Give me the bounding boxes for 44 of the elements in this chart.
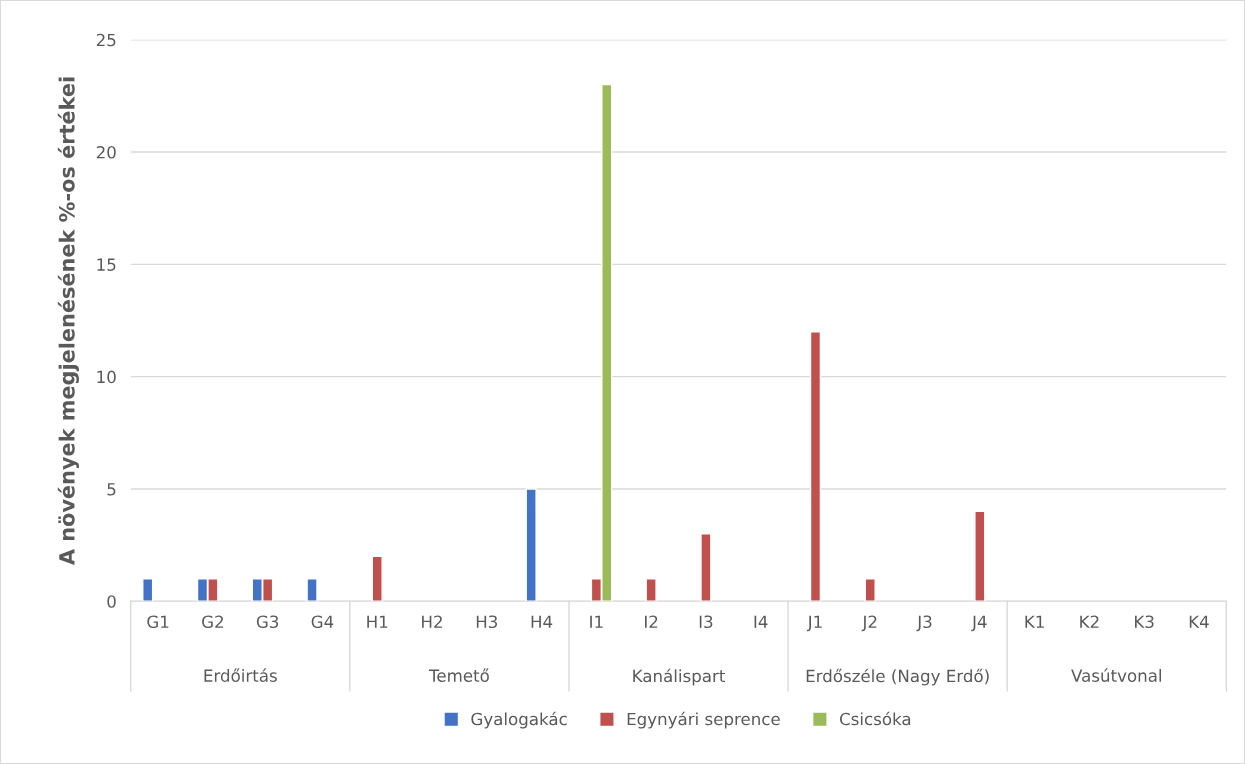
x-tick-label: J1 <box>806 615 822 632</box>
x-tick-label: I4 <box>754 615 768 628</box>
x-tick-label: G1 <box>147 615 169 629</box>
y-axis-title: A növények megjelenésének %-os értékei <box>57 77 79 566</box>
bar <box>525 488 537 602</box>
bar <box>306 578 318 602</box>
bar <box>974 510 986 602</box>
bar <box>142 578 154 602</box>
x-tick-label: J4 <box>971 615 987 632</box>
x-tick-label: H3 <box>476 615 498 629</box>
bar <box>700 533 712 602</box>
x-tick-label: G2 <box>202 615 223 629</box>
x-tick-label: H1 <box>367 615 388 628</box>
x-tick-label: K2 <box>1080 615 1099 628</box>
y-tick-label: 5 <box>107 483 116 496</box>
bar <box>645 578 657 602</box>
x-tick-label: I3 <box>699 615 713 629</box>
y-tick-label: 20 <box>96 146 116 159</box>
text: Vasútvonal <box>1071 668 1161 682</box>
x-tick-label: K3 <box>1135 615 1154 629</box>
y-tick-label: 10 <box>97 370 116 384</box>
bar <box>371 555 383 602</box>
text: Erdőirtás <box>204 668 277 682</box>
x-tick-label: H4 <box>531 615 553 628</box>
x-tick-label: K4 <box>1189 615 1209 628</box>
legend-label: Csicsóka <box>840 711 911 726</box>
legend-label: Egynyári seprence <box>627 711 780 729</box>
x-tick-label: I1 <box>590 615 603 628</box>
text: Kanálispart <box>633 668 725 686</box>
legend-label: Gyalogakác <box>471 711 567 729</box>
text: Erdőszéle (Nagy Erdő) <box>806 668 989 686</box>
x-tick-label: H2 <box>422 615 442 628</box>
bar <box>809 331 822 602</box>
x-tick-label: G4 <box>311 615 334 629</box>
x-tick-label: J2 <box>861 615 877 632</box>
y-tick-label: 0 <box>107 595 116 608</box>
y-tick-label: 25 <box>96 33 116 47</box>
y-tick-label: 15 <box>97 258 116 271</box>
text: Temető <box>428 668 489 682</box>
x-tick-label: K1 <box>1025 615 1044 628</box>
bar <box>864 578 876 602</box>
x-tick-label: I2 <box>645 615 658 628</box>
x-tick-label: G3 <box>256 615 279 629</box>
x-tick-label: J3 <box>916 615 932 632</box>
